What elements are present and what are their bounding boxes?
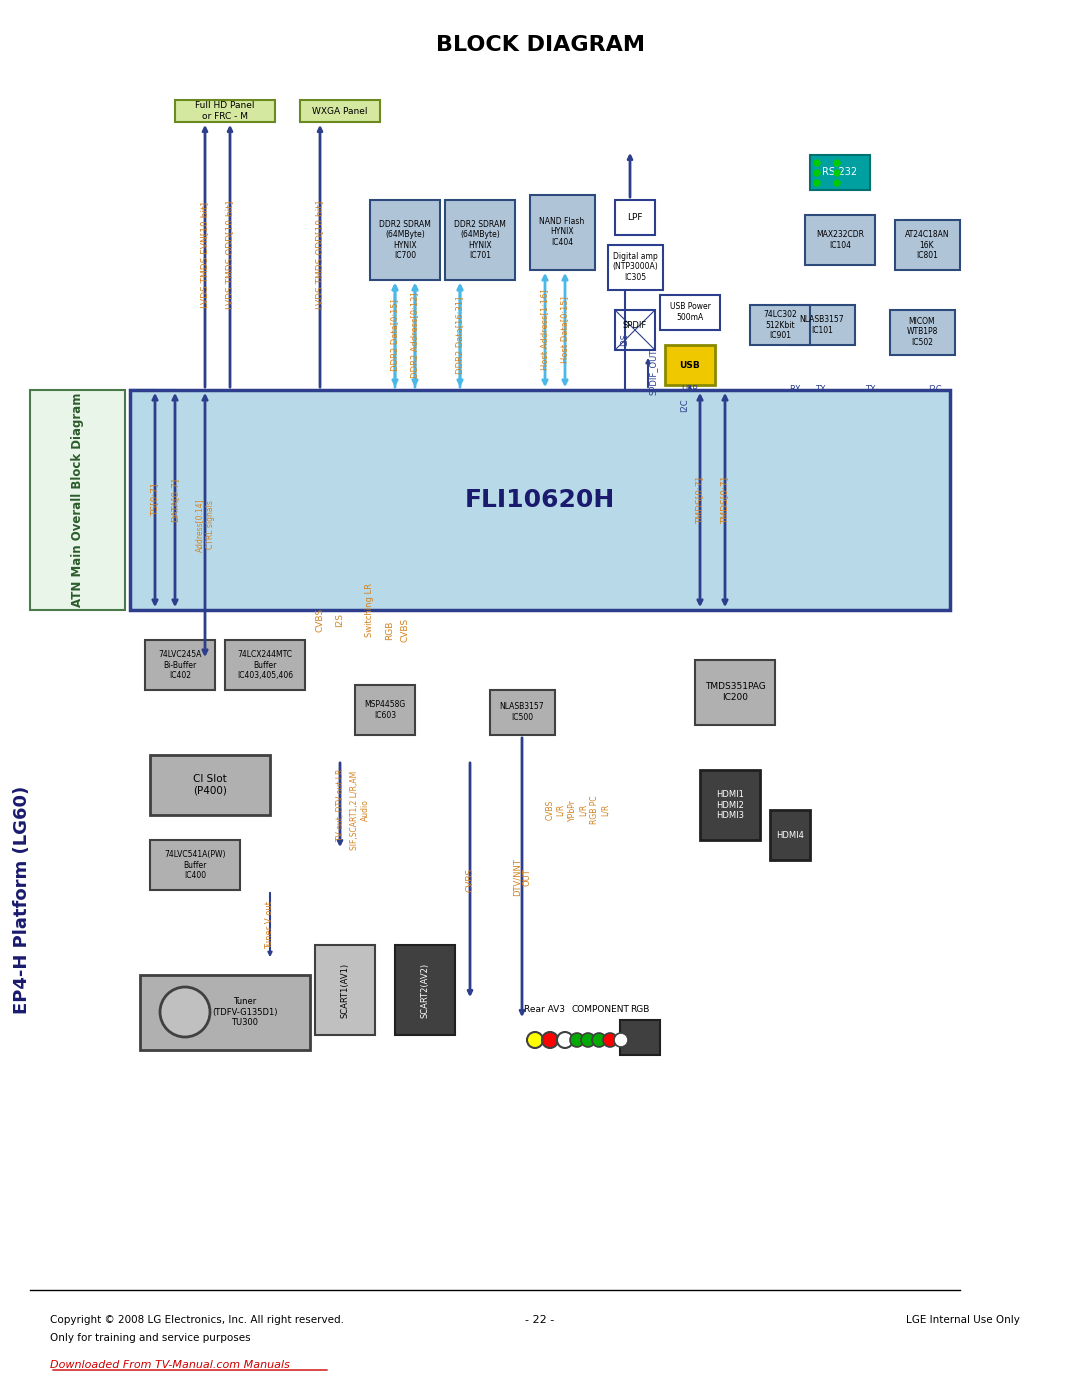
Bar [315, 944, 375, 1035]
Bar [490, 690, 555, 735]
Text: SPDIF: SPDIF [623, 321, 647, 331]
Bar [608, 244, 663, 291]
Bar [150, 840, 240, 890]
Text: HDMI1
HDMI2
HDMI3: HDMI1 HDMI2 HDMI3 [716, 791, 744, 820]
Text: 74LC302
512Kbit
IC901: 74LC302 512Kbit IC901 [764, 310, 797, 339]
Bar [750, 305, 810, 345]
Circle shape [834, 161, 840, 166]
Text: WXGA Panel: WXGA Panel [312, 106, 368, 116]
Text: Switching LR: Switching LR [365, 583, 375, 637]
Text: EP4-H Platform (LG60): EP4-H Platform (LG60) [13, 787, 31, 1014]
Text: Downloaded From TV-Manual.com Manuals: Downloaded From TV-Manual.com Manuals [50, 1361, 289, 1370]
Circle shape [814, 161, 820, 166]
Text: NLASB3157
IC500: NLASB3157 IC500 [500, 703, 544, 722]
Text: RS-232: RS-232 [823, 168, 858, 177]
Bar [355, 685, 415, 735]
Text: I2S: I2S [621, 334, 630, 346]
Bar [445, 200, 515, 279]
Text: SPDIF_OUT: SPDIF_OUT [648, 349, 658, 395]
Text: CVBS
L/R: CVBS L/R [545, 800, 565, 820]
Text: DDR2 SDRAM
(64MByte)
HYNIX
IC700: DDR2 SDRAM (64MByte) HYNIX IC700 [379, 219, 431, 260]
Bar [225, 640, 305, 690]
Text: LVDS TMDS ODD[10 bit]: LVDS TMDS ODD[10 bit] [226, 201, 234, 309]
Bar [300, 101, 380, 122]
Bar [145, 640, 215, 690]
Circle shape [557, 1032, 573, 1048]
Text: TX: TX [814, 386, 825, 394]
Text: CVBS: CVBS [315, 608, 324, 631]
Text: YPbPr
L/R: YPbPr L/R [568, 799, 588, 821]
Bar [370, 200, 440, 279]
Text: Address[0:14]
CTRL signals: Address[0:14] CTRL signals [195, 499, 215, 552]
Text: HDMI4: HDMI4 [777, 830, 804, 840]
Bar [175, 101, 275, 122]
Text: Tuner V out: Tuner V out [266, 901, 274, 949]
Bar [789, 305, 855, 345]
Text: SIF,SCART1,2 L/R,AM
Audio: SIF,SCART1,2 L/R,AM Audio [350, 770, 369, 849]
Text: Copyright © 2008 LG Electronics, Inc. All right reserved.: Copyright © 2008 LG Electronics, Inc. Al… [50, 1315, 345, 1324]
Text: MICOM
WTB1P8
IC502: MICOM WTB1P8 IC502 [906, 317, 937, 346]
Text: TS[0:7]: TS[0:7] [150, 483, 160, 517]
Text: DDR2 Address[0:12]: DDR2 Address[0:12] [410, 292, 419, 377]
Text: USB: USB [681, 386, 699, 394]
Circle shape [834, 170, 840, 176]
Text: DDR2 Data[16:31]: DDR2 Data[16:31] [456, 296, 464, 373]
Bar [770, 810, 810, 861]
Bar [700, 770, 760, 840]
Text: FLI10620H: FLI10620H [464, 488, 616, 511]
Text: Only for training and service purposes: Only for training and service purposes [50, 1333, 251, 1343]
Text: USB: USB [679, 360, 700, 369]
Text: BLOCK DIAGRAM: BLOCK DIAGRAM [435, 35, 645, 54]
Bar [530, 196, 595, 270]
Circle shape [542, 1032, 558, 1048]
Circle shape [834, 180, 840, 186]
Text: LGE Internal Use Only: LGE Internal Use Only [906, 1315, 1020, 1324]
Text: RX: RX [789, 386, 800, 394]
Text: Host Data[0:15]: Host Data[0:15] [561, 296, 569, 363]
Bar [660, 295, 720, 330]
Text: Digital amp
(NTP3000A)
IC305: Digital amp (NTP3000A) IC305 [612, 251, 658, 282]
Text: MAX232CDR
IC104: MAX232CDR IC104 [816, 231, 864, 250]
Text: Tuner
(TDFV-G135D1)
TU300: Tuner (TDFV-G135D1) TU300 [213, 997, 278, 1027]
Text: 74LVC245A
Bi-Buffer
IC402: 74LVC245A Bi-Buffer IC402 [159, 650, 202, 680]
Text: 74LCX244MTC
Buffer
IC403,405,406: 74LCX244MTC Buffer IC403,405,406 [237, 650, 293, 680]
Text: DATA[0:7]: DATA[0:7] [171, 478, 179, 522]
Text: COMPONENT: COMPONENT [571, 1006, 629, 1014]
Bar [620, 1020, 660, 1055]
Text: Full HD Panel
or FRC - M: Full HD Panel or FRC - M [195, 102, 255, 120]
Text: ATN Main Overall Block Diagram: ATN Main Overall Block Diagram [70, 393, 83, 608]
Bar [665, 345, 715, 386]
Text: TX: TX [865, 386, 876, 394]
Text: CI Slot
(P400): CI Slot (P400) [193, 774, 227, 796]
Text: DDR2 Data[0:15]: DDR2 Data[0:15] [391, 299, 400, 372]
Text: 74LVC541A(PW)
Buffer
IC400: 74LVC541A(PW) Buffer IC400 [164, 851, 226, 880]
Text: Rear AV3: Rear AV3 [525, 1006, 566, 1014]
Bar [696, 659, 775, 725]
Text: - 22 -: - 22 - [525, 1315, 555, 1324]
Circle shape [527, 1032, 543, 1048]
Text: SCART2(AV2): SCART2(AV2) [420, 963, 430, 1017]
Text: TV out, DTV out LR: TV out, DTV out LR [336, 768, 345, 841]
Circle shape [581, 1032, 595, 1046]
Text: USB Power
500mA: USB Power 500mA [670, 302, 711, 321]
Text: I2S: I2S [336, 613, 345, 627]
Bar [615, 200, 654, 235]
Text: DDR2 SDRAM
(64MByte)
HYNIX
IC701: DDR2 SDRAM (64MByte) HYNIX IC701 [454, 219, 505, 260]
Text: Host Address[1:16]: Host Address[1:16] [540, 289, 550, 370]
Bar [615, 310, 654, 351]
Text: TMDS351PAG
IC200: TMDS351PAG IC200 [704, 682, 766, 701]
Text: LVDS TMDS ODD[10 bit]: LVDS TMDS ODD[10 bit] [315, 201, 324, 309]
Bar [395, 944, 455, 1035]
Text: RGB: RGB [386, 620, 394, 640]
Bar [30, 390, 125, 610]
Text: MSP4458G
IC603: MSP4458G IC603 [364, 700, 406, 719]
Text: CVBS: CVBS [401, 617, 409, 643]
Text: I2C: I2C [928, 386, 942, 394]
Bar [130, 390, 950, 610]
Circle shape [570, 1032, 584, 1046]
Text: RGB PC
L/R: RGB PC L/R [591, 796, 610, 824]
Text: LVDS TMDS EVN[10 bit]: LVDS TMDS EVN[10 bit] [201, 203, 210, 309]
Text: CVBS: CVBS [465, 868, 474, 893]
Bar [150, 754, 270, 814]
Bar [890, 310, 955, 355]
